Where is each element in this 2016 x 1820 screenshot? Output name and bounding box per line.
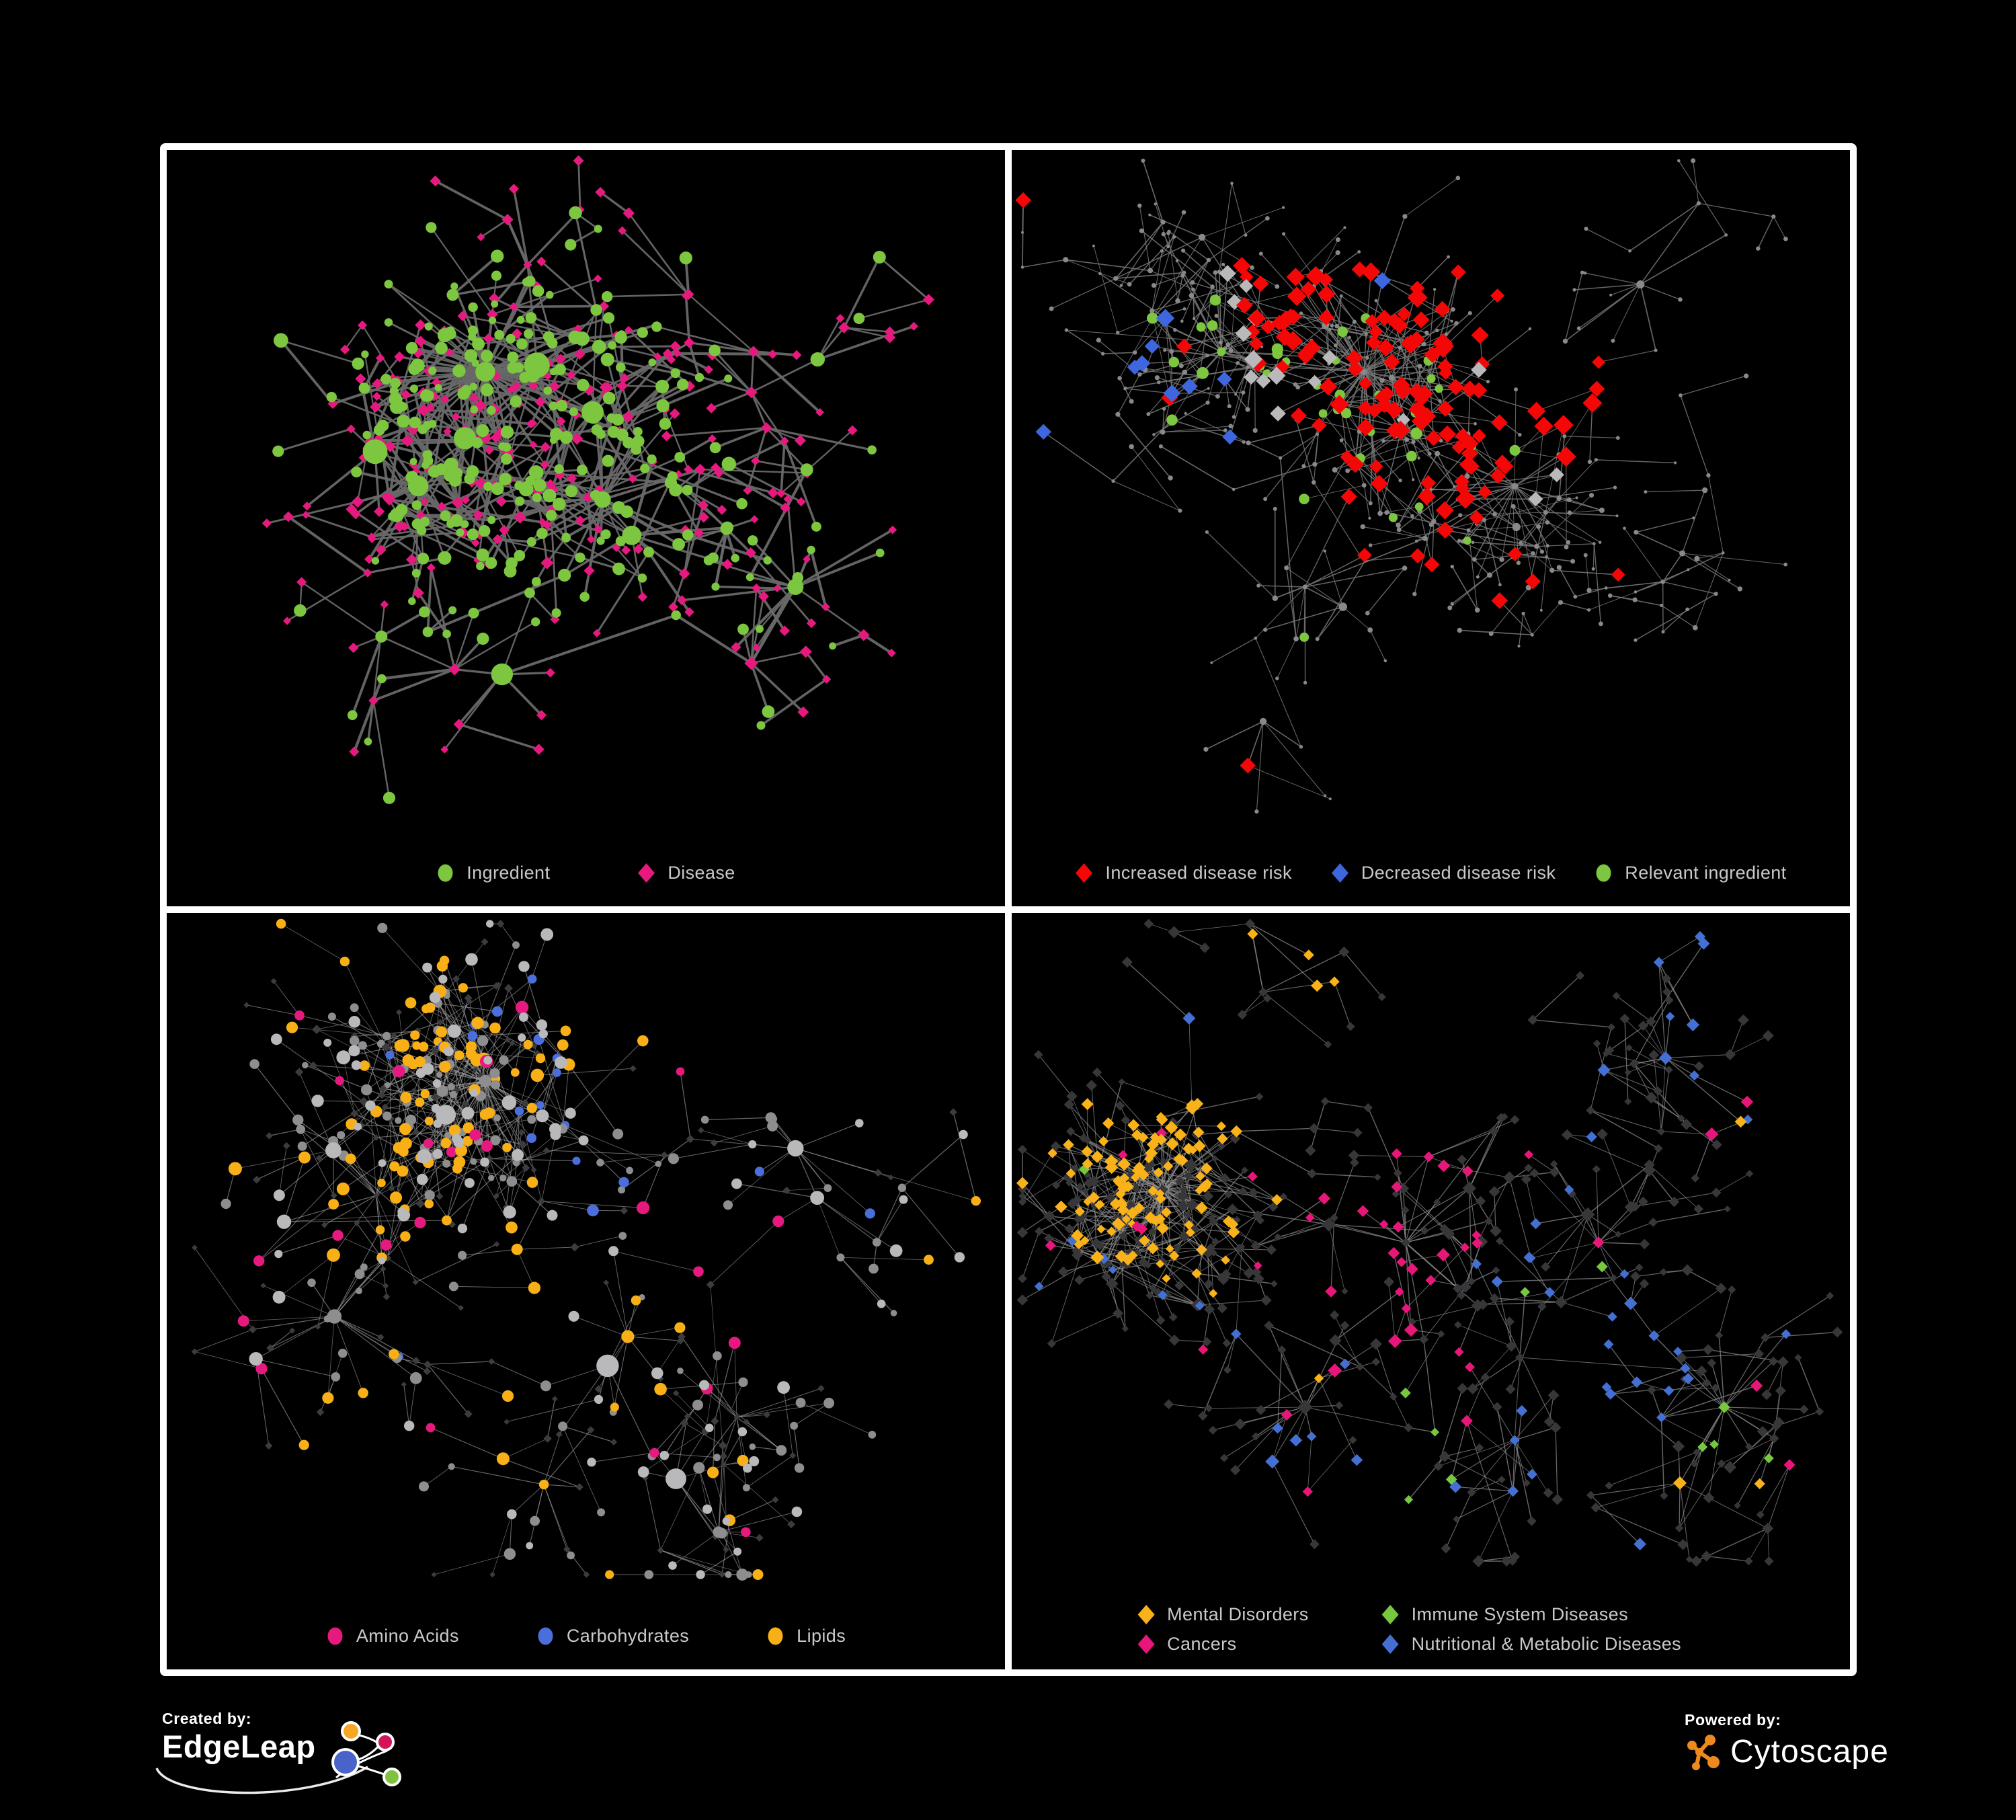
- diamond-legend-marker-icon: [1137, 1634, 1155, 1654]
- ellipse-legend-marker-icon: [768, 1627, 783, 1645]
- legend-label: Increased disease risk: [1105, 863, 1292, 883]
- disease-classes-network-graph: [1016, 918, 1843, 1568]
- legend-disease-classes: Mental Disorders Immune System Diseases Ca…: [1137, 1604, 1681, 1655]
- disease-risk-network-graph: [1015, 158, 1788, 814]
- network-edges: [1022, 160, 1786, 812]
- panel-disease-classes: Mental Disorders Immune System Diseases Ca…: [1012, 913, 1850, 1669]
- legend-item-disease: Disease: [637, 863, 735, 883]
- network-edges: [194, 923, 977, 1575]
- edgeleap-logo-icon: [331, 1721, 401, 1786]
- legend-item-lipids: Lipids: [766, 1626, 846, 1647]
- legend-disease-risk: Increased disease risk Decreased disease …: [1012, 863, 1850, 883]
- legend-item-immune-system-diseases: Immune System Diseases: [1381, 1604, 1628, 1625]
- legend-item-nutritional-metabolic-diseases: Nutritional & Metabolic Diseases: [1381, 1634, 1681, 1655]
- legend-item-mental-disorders: Mental Disorders: [1137, 1604, 1308, 1625]
- legend-ingredient-disease: Ingredient Disease: [167, 863, 1005, 883]
- edgeleap-brand-name: EdgeLeap: [162, 1729, 316, 1764]
- ellipse-legend-marker-icon: [1596, 864, 1611, 882]
- legend-label: Relevant ingredient: [1625, 863, 1787, 883]
- powered-by-block: Powered by: Cytoscape: [1685, 1711, 1889, 1771]
- legend-item-ingredient: Ingredient: [436, 863, 550, 883]
- ellipse-legend-marker-icon: [538, 1627, 553, 1645]
- panel-ingredient-disease: Ingredient Disease: [167, 150, 1005, 906]
- legend-item-amino-acids: Amino Acids: [326, 1626, 459, 1647]
- nutrients-network-graph: [191, 918, 981, 1581]
- network-nodes: [261, 155, 934, 804]
- legend-item-carbohydrates: Carbohydrates: [536, 1626, 689, 1647]
- network-nodes: [1015, 158, 1788, 814]
- cytoscape-brand-name: Cytoscape: [1730, 1733, 1889, 1770]
- diamond-legend-marker-icon: [1137, 1605, 1155, 1624]
- ingredient-disease-network-graph: [261, 155, 934, 804]
- legend-item-decreased-disease-risk: Decreased disease risk: [1331, 863, 1556, 883]
- legend-label: Carbohydrates: [566, 1626, 690, 1646]
- diamond-legend-marker-icon: [1076, 863, 1093, 883]
- legend-item-increased-disease-risk: Increased disease risk: [1075, 863, 1291, 883]
- diamond-legend-marker-icon: [638, 863, 655, 883]
- legend-label: Decreased disease risk: [1361, 863, 1556, 883]
- legend-label: Cancers: [1167, 1634, 1237, 1654]
- network-edges: [266, 160, 930, 798]
- figure-frame: Ingredient Disease Increased disease risk…: [160, 143, 1857, 1676]
- cytoscape-logo-icon: [1687, 1735, 1720, 1770]
- legend-label: Mental Disorders: [1167, 1604, 1309, 1624]
- created-by-label: Created by:: [162, 1710, 252, 1727]
- diamond-legend-marker-icon: [1381, 1634, 1399, 1654]
- legend-label: Nutritional & Metabolic Diseases: [1411, 1634, 1682, 1654]
- ellipse-legend-marker-icon: [327, 1627, 343, 1645]
- diamond-legend-marker-icon: [1381, 1605, 1399, 1624]
- legend-item-cancers: Cancers: [1137, 1634, 1236, 1655]
- legend-label: Ingredient: [467, 863, 551, 883]
- cytoscape-brand-row: Cytoscape: [1685, 1732, 1889, 1771]
- edgeleap-brand-row: EdgeLeap: [155, 1721, 411, 1794]
- legend-nutrients: Amino Acids Carbohydrates Lipids: [167, 1626, 1005, 1647]
- ellipse-legend-marker-icon: [438, 864, 453, 882]
- network-nodes: [1016, 918, 1843, 1568]
- powered-by-label: Powered by:: [1685, 1711, 1781, 1729]
- legend-label: Lipids: [797, 1626, 846, 1646]
- legend-label: Amino Acids: [356, 1626, 459, 1646]
- panel-nutrients: Amino Acids Carbohydrates Lipids: [167, 913, 1005, 1669]
- legend-label: Immune System Diseases: [1411, 1604, 1629, 1624]
- legend-label: Disease: [668, 863, 735, 883]
- panel-disease-risk: Increased disease risk Decreased disease …: [1012, 150, 1850, 906]
- legend-item-relevant-ingredient: Relevant ingredient: [1595, 863, 1786, 883]
- created-by-block: Created by: EdgeLeap: [155, 1710, 411, 1794]
- diamond-legend-marker-icon: [1331, 863, 1348, 883]
